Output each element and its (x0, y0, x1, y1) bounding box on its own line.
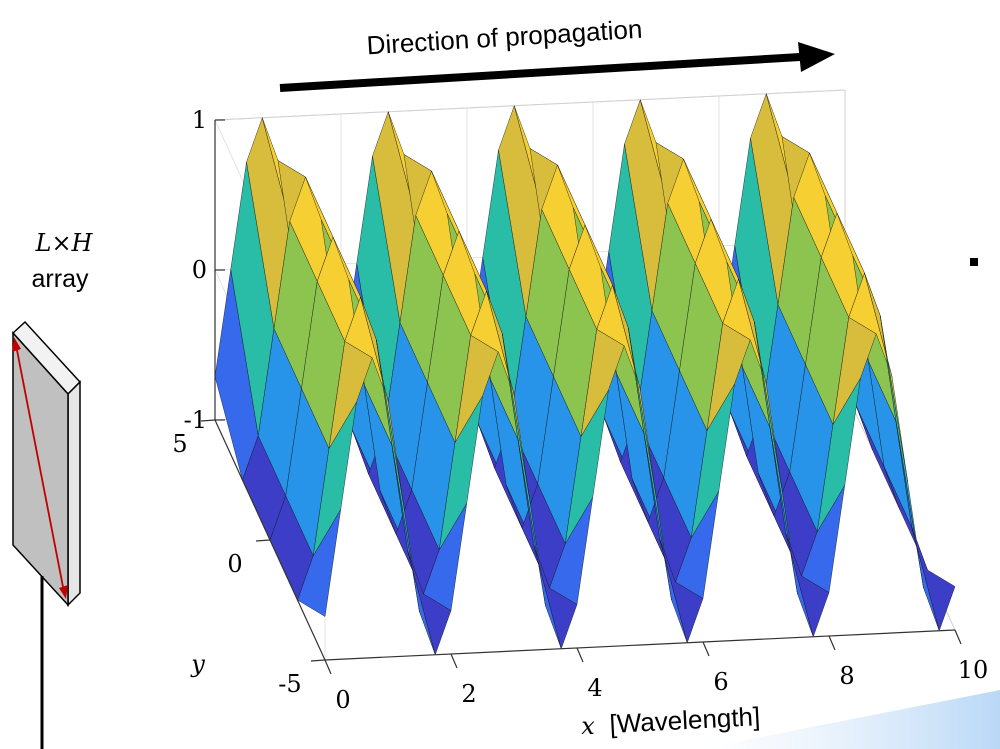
z-tick-label: 1 (192, 106, 207, 134)
y-tick-label: -5 (278, 670, 301, 698)
tick-mark (576, 647, 584, 663)
annotation: array (32, 265, 89, 293)
marker (970, 258, 978, 266)
panel-arrow-head (59, 585, 68, 599)
panel-side (67, 380, 81, 607)
tick-mark (702, 641, 710, 657)
tick-mark (200, 419, 216, 422)
y-axis-label: y (190, 650, 205, 678)
y-tick-label: 0 (227, 550, 242, 578)
tick-mark (324, 659, 332, 675)
z-tick-label: -1 (184, 406, 207, 434)
panel-arrow-head (12, 337, 21, 352)
x-tick-label: 8 (839, 662, 854, 690)
x-axis-label: [Wavelength] (609, 701, 761, 739)
decoration (700, 690, 1000, 749)
tick-mark (255, 539, 271, 542)
x-tick-label: 2 (461, 680, 476, 708)
plot: 0 2 4 6 8 10 -5 0 5-1 0 1 y x [Wavelength] (172, 89, 989, 740)
x-tick-label: 6 (713, 668, 728, 696)
tick-mark (828, 635, 836, 651)
annotation: Direction of propagation (366, 14, 643, 61)
box-edge (214, 89, 846, 121)
tick-mark (954, 629, 962, 645)
tick-mark (310, 659, 326, 662)
tick-mark (450, 653, 458, 669)
x-axis (324, 629, 956, 661)
y-tick-label: 5 (172, 430, 187, 458)
x-tick-label: 0 (335, 686, 350, 714)
arrow-head (798, 42, 835, 72)
x-axis-label: x (581, 712, 595, 740)
panel-arrow (15, 344, 65, 593)
annotation: L×H (35, 229, 94, 257)
surface-patch (911, 527, 956, 632)
x-tick-label: 10 (958, 656, 989, 684)
z-tick-label: 0 (192, 256, 207, 284)
arrow (279, 53, 801, 92)
x-tick-label: 4 (587, 674, 602, 702)
